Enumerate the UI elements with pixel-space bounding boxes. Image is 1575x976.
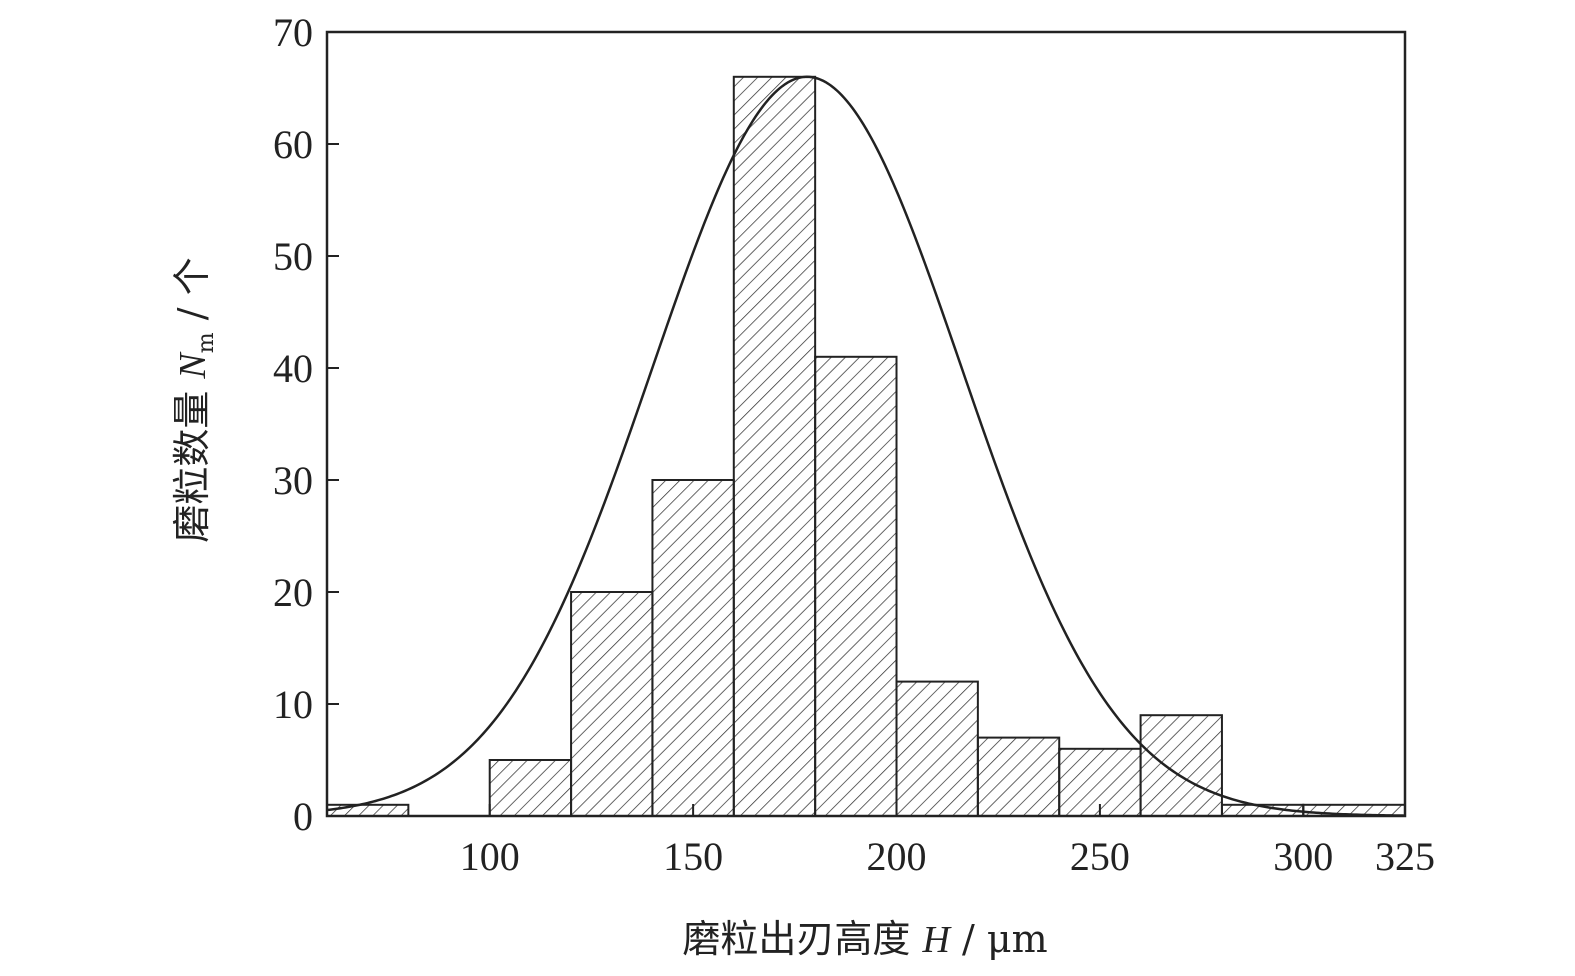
plot-frame (325, 30, 1407, 818)
y-tick-label: 30 (273, 458, 313, 503)
histogram-bar-260-280 (1139, 714, 1223, 818)
x-tick-label: 325 (1375, 834, 1435, 879)
histogram-bars (326, 75, 1406, 818)
histogram-bar-120-140 (570, 591, 654, 817)
histogram-bar-60-80 (326, 803, 410, 817)
y-axis-label: 磨粒数量 Nm / 个 (170, 257, 219, 542)
histogram-bar-180-200 (814, 355, 898, 817)
y-axis-ticks: 0 10 20 30 40 50 60 70 (273, 10, 339, 839)
y-tick-label: 40 (273, 346, 313, 391)
histogram-bar-200-220 (895, 680, 979, 817)
histogram-bar-160-180 (732, 75, 817, 818)
histogram-bar-100-120 (488, 759, 573, 817)
y-tick-label: 50 (273, 234, 313, 279)
x-tick-label: 250 (1070, 834, 1130, 879)
y-tick-label: 10 (273, 682, 313, 727)
y-tick-label: 0 (293, 794, 313, 839)
y-tick-label: 60 (273, 122, 313, 167)
x-tick-label: 150 (663, 834, 723, 879)
y-axis-label-sub: m (194, 332, 219, 353)
y-axis-label-text: 磨粒数量 (170, 379, 214, 543)
x-axis-label-var: H (921, 919, 952, 961)
y-tick-label: 70 (273, 10, 313, 55)
x-tick-label: 100 (460, 834, 520, 879)
histogram-bar-220-240 (976, 736, 1061, 817)
x-axis-label-unit: / μm (950, 917, 1048, 961)
y-tick-label: 20 (273, 570, 313, 615)
x-tick-label: 300 (1273, 834, 1333, 879)
normal-fit-curve (326, 75, 1406, 817)
x-axis-label-text: 磨粒出刃高度 (682, 917, 922, 961)
x-axis-label: 磨粒出刃高度 H / μm (682, 917, 1047, 961)
y-axis-label-unit: / 个 (170, 257, 214, 332)
x-tick-label: 200 (867, 834, 927, 879)
x-axis-ticks: 100 150 200 250 300 325 (460, 804, 1435, 879)
y-axis-label-var: N (172, 351, 214, 380)
histogram-bar-140-160 (651, 479, 735, 817)
